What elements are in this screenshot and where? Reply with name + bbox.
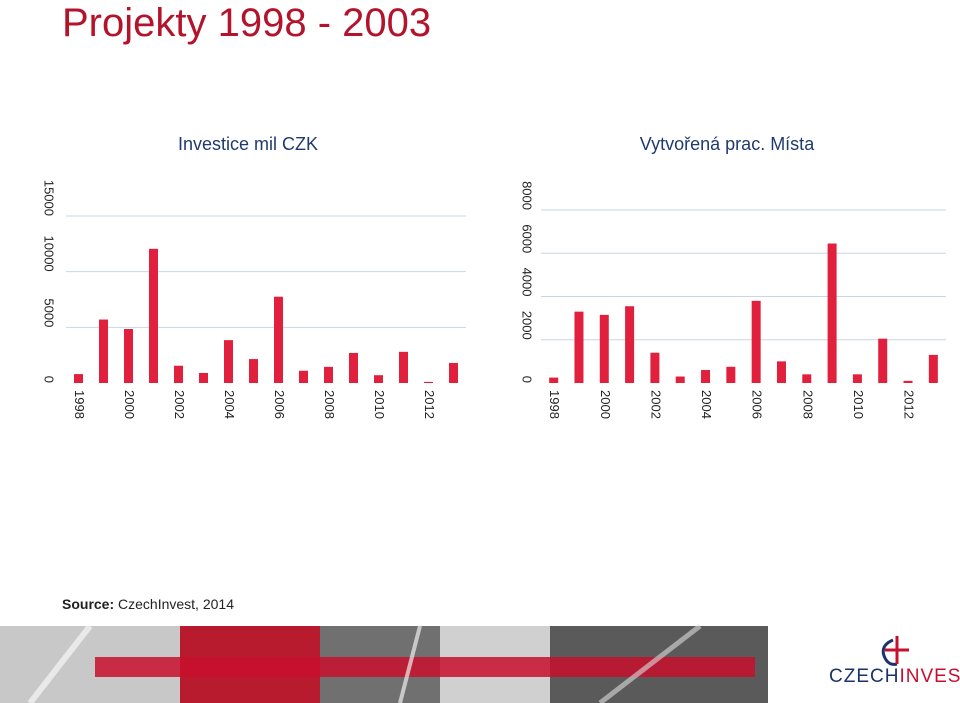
- bar: [625, 306, 635, 383]
- svg-text:CZECHINVEST: CZECHINVEST: [829, 666, 960, 687]
- bar: [751, 300, 761, 383]
- bar: [827, 243, 837, 383]
- bar: [599, 314, 609, 383]
- bar: [852, 374, 862, 383]
- chart-title: Vytvořená prac. Místa: [640, 134, 815, 154]
- bar: [99, 319, 108, 383]
- bar: [199, 372, 208, 383]
- source-label: Source:: [62, 596, 114, 612]
- logo: CZECHINVEST: [829, 636, 960, 687]
- bar: [776, 361, 786, 383]
- x-tick-label: 2010: [851, 390, 866, 419]
- bar: [549, 377, 559, 383]
- x-tick-label: 2000: [122, 390, 137, 419]
- bar: [701, 370, 711, 383]
- bar: [574, 311, 584, 383]
- bar: [324, 366, 333, 383]
- photo-strip: [0, 624, 768, 703]
- bar: [650, 352, 660, 383]
- bar: [449, 362, 458, 383]
- bar: [928, 354, 938, 383]
- slide-title: Projekty 1998 - 2003: [62, 1, 431, 45]
- source: Source: CzechInvest, 2014: [62, 596, 234, 612]
- logo-part1: CZECH: [829, 666, 899, 687]
- bar: [74, 374, 83, 383]
- x-tick-label: 2012: [422, 390, 437, 419]
- x-tick-label: 2004: [222, 390, 237, 419]
- chart-title: Investice mil CZK: [178, 134, 318, 154]
- y-tick-label: 0: [42, 376, 57, 383]
- y-tick-label: 5000: [42, 298, 57, 327]
- bar: [374, 375, 383, 383]
- bar: [149, 248, 158, 383]
- bar: [299, 370, 308, 383]
- y-tick-label: 8000: [520, 181, 535, 210]
- bar: [878, 338, 888, 383]
- bar: [174, 365, 183, 383]
- x-tick-label: 2010: [372, 390, 387, 419]
- bar: [726, 366, 736, 383]
- y-tick-label: 15000: [42, 180, 57, 216]
- bar: [903, 380, 913, 383]
- bar: [424, 381, 433, 383]
- x-tick-label: 2002: [648, 390, 663, 419]
- bar: [224, 340, 233, 383]
- y-tick-label: 10000: [42, 236, 57, 272]
- x-tick-label: 1998: [72, 390, 87, 419]
- x-tick-label: 2012: [902, 390, 917, 419]
- y-tick-label: 4000: [520, 268, 535, 297]
- x-tick-label: 2006: [272, 390, 287, 419]
- x-tick-label: 2008: [322, 390, 337, 419]
- bar: [274, 296, 283, 383]
- bar: [349, 352, 358, 383]
- x-tick-label: 2002: [172, 390, 187, 419]
- bar: [802, 374, 812, 383]
- bar: [249, 359, 258, 383]
- bar: [675, 376, 685, 383]
- x-tick-label: 1998: [547, 390, 562, 419]
- x-tick-label: 2006: [750, 390, 765, 419]
- y-tick-label: 6000: [520, 224, 535, 253]
- logo-part2: INVEST: [899, 666, 960, 687]
- x-tick-label: 2000: [598, 390, 613, 419]
- x-tick-label: 2008: [800, 390, 815, 419]
- y-tick-label: 0: [520, 376, 535, 383]
- bar: [124, 329, 133, 383]
- y-tick-label: 2000: [520, 311, 535, 340]
- source-text: CzechInvest, 2014: [118, 596, 234, 612]
- bar: [399, 351, 408, 383]
- x-tick-label: 2004: [699, 390, 714, 419]
